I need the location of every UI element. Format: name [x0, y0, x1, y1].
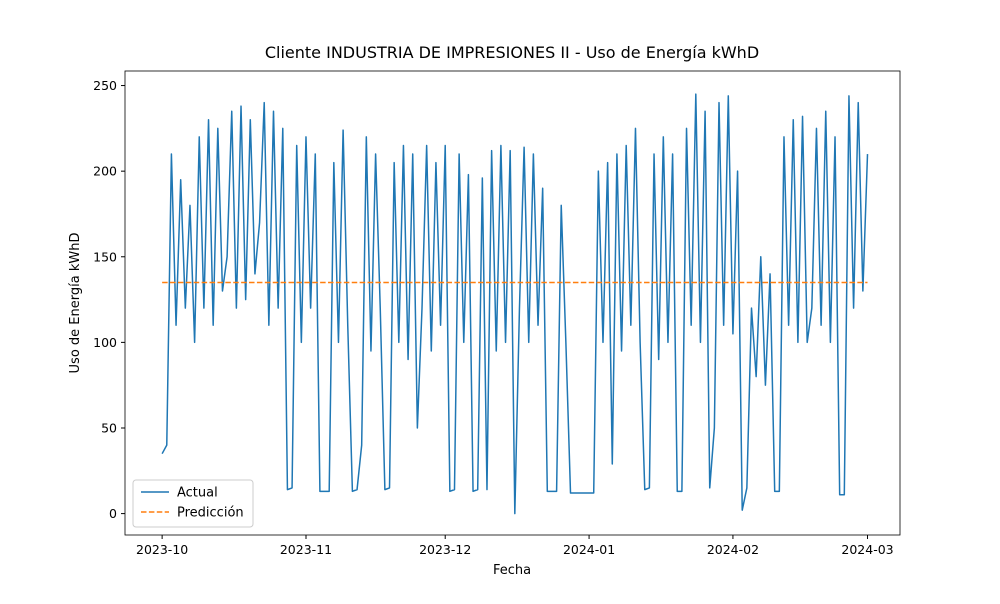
- y-axis-label: Uso de Energía kWhD: [68, 233, 83, 374]
- y-tick-label: 50: [101, 420, 117, 435]
- y-tick-label: 100: [93, 335, 117, 350]
- y-tick-label: 250: [93, 78, 117, 93]
- x-tick-label: 2023-10: [136, 542, 188, 557]
- legend-label: Predicción: [177, 506, 244, 521]
- x-tick-label: 2024-03: [841, 542, 893, 557]
- data-line: [161, 93, 869, 515]
- y-tick-label: 150: [93, 249, 117, 264]
- plot-frame: [124, 70, 901, 536]
- x-tick-label: 2023-11: [280, 542, 332, 557]
- y-tick-label: 0: [109, 506, 117, 521]
- x-axis-label: Fecha: [493, 563, 531, 578]
- x-tick-label: 2023-12: [419, 542, 471, 557]
- y-tick-label: 200: [93, 164, 117, 179]
- x-tick-label: 2024-02: [707, 542, 759, 557]
- chart-title: Cliente INDUSTRIA DE IMPRESIONES II - Us…: [265, 43, 759, 62]
- legend-label: Actual: [177, 486, 218, 501]
- x-tick-label: 2024-01: [563, 542, 615, 557]
